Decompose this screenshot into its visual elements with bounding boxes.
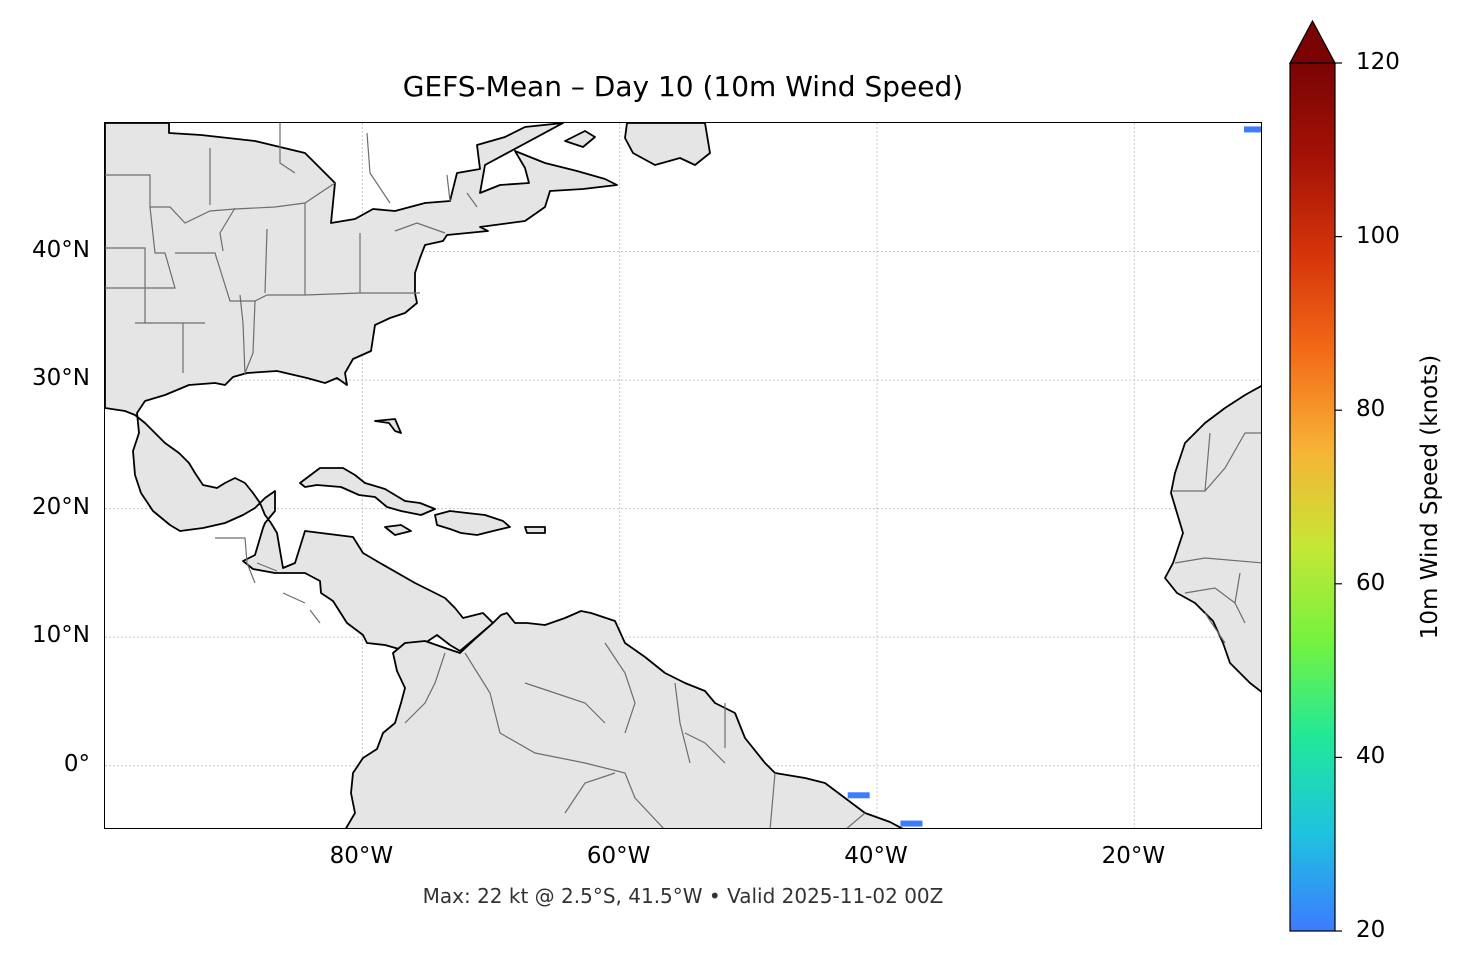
border-line <box>464 652 501 734</box>
border-line <box>264 228 268 294</box>
colorbar-tick-label: 60 <box>1356 569 1386 596</box>
land-south-america <box>345 610 904 828</box>
border-line <box>105 206 176 289</box>
land-bahamas <box>374 418 402 434</box>
border-line <box>674 682 691 764</box>
border-line <box>1204 432 1211 492</box>
colorbar-bar <box>1289 62 1336 932</box>
border-line <box>175 252 420 302</box>
colorbar-tick-label: 20 <box>1356 917 1386 943</box>
border-line <box>282 592 306 604</box>
colorbar-gradient <box>1288 19 1342 932</box>
border-line <box>604 642 636 734</box>
max-wind-footer: Max: 22 kt @ 2.5°S, 41.5°W • Valid 2025-… <box>422 884 944 908</box>
colorbar-extend-arrow <box>1288 19 1337 64</box>
map-panel[interactable] <box>104 122 1262 829</box>
border-line <box>404 652 446 724</box>
land-masses <box>105 123 1261 828</box>
land-puerto-rico <box>524 526 546 534</box>
border-line <box>219 207 236 252</box>
border-line <box>846 812 866 828</box>
border-line <box>215 537 256 584</box>
land-hispaniola <box>434 510 511 536</box>
wind-patch <box>847 792 870 799</box>
lon-tick-label: 20°W <box>1101 843 1166 869</box>
lon-tick-label: 80°W <box>329 843 394 869</box>
land-nova-scotia-isle <box>564 130 596 148</box>
border-line <box>366 132 391 204</box>
border-line <box>1174 557 1261 564</box>
border-line <box>279 123 296 174</box>
political-borders <box>105 123 1261 828</box>
lat-tick-label: 20°N <box>32 493 90 520</box>
colorbar-tick-label: 120 <box>1356 49 1400 75</box>
border-line <box>256 562 278 572</box>
border-line <box>524 682 606 724</box>
land-newfoundland <box>624 123 711 166</box>
border-line <box>1204 612 1226 644</box>
lat-tick-label: 40°N <box>32 236 90 263</box>
map-canvas[interactable] <box>105 123 1262 829</box>
land-north-america <box>105 123 618 672</box>
colorbar-tick-label: 40 <box>1356 743 1386 770</box>
border-line <box>499 732 664 828</box>
wind-patch <box>900 820 923 827</box>
lon-tick-label: 40°W <box>844 843 908 869</box>
border-line <box>466 192 478 208</box>
border-line <box>1184 587 1236 604</box>
border-line <box>105 174 336 224</box>
border-line <box>309 609 321 624</box>
border-line <box>394 222 446 234</box>
lat-tick-label: 30°N <box>32 365 90 392</box>
border-line <box>446 174 451 202</box>
colorbar-tick-label: 80 <box>1356 396 1386 423</box>
colorbar-label: 10m Wind Speed (knots) <box>1417 354 1443 640</box>
border-line <box>1234 572 1246 624</box>
wind-speed-field <box>847 126 1261 827</box>
border-line <box>564 772 616 814</box>
border-line <box>684 732 726 764</box>
border-line <box>239 294 246 376</box>
border-line <box>769 772 776 828</box>
lat-tick-label: 0° <box>63 750 90 777</box>
wind-patch <box>1243 126 1261 133</box>
colorbar-tick-label: 100 <box>1356 222 1400 249</box>
lat-tick-label: 10°N <box>32 622 90 649</box>
border-line <box>1173 432 1261 492</box>
land-africa <box>1164 385 1261 693</box>
colorbar <box>1285 18 1355 942</box>
land-jamaica <box>384 524 412 536</box>
lon-tick-label: 60°W <box>586 843 651 869</box>
border-line <box>244 300 256 374</box>
land-cuba <box>299 467 436 516</box>
map-title: GEFS-Mean – Day 10 (10m Wind Speed) <box>402 70 964 103</box>
border-line <box>105 247 146 323</box>
